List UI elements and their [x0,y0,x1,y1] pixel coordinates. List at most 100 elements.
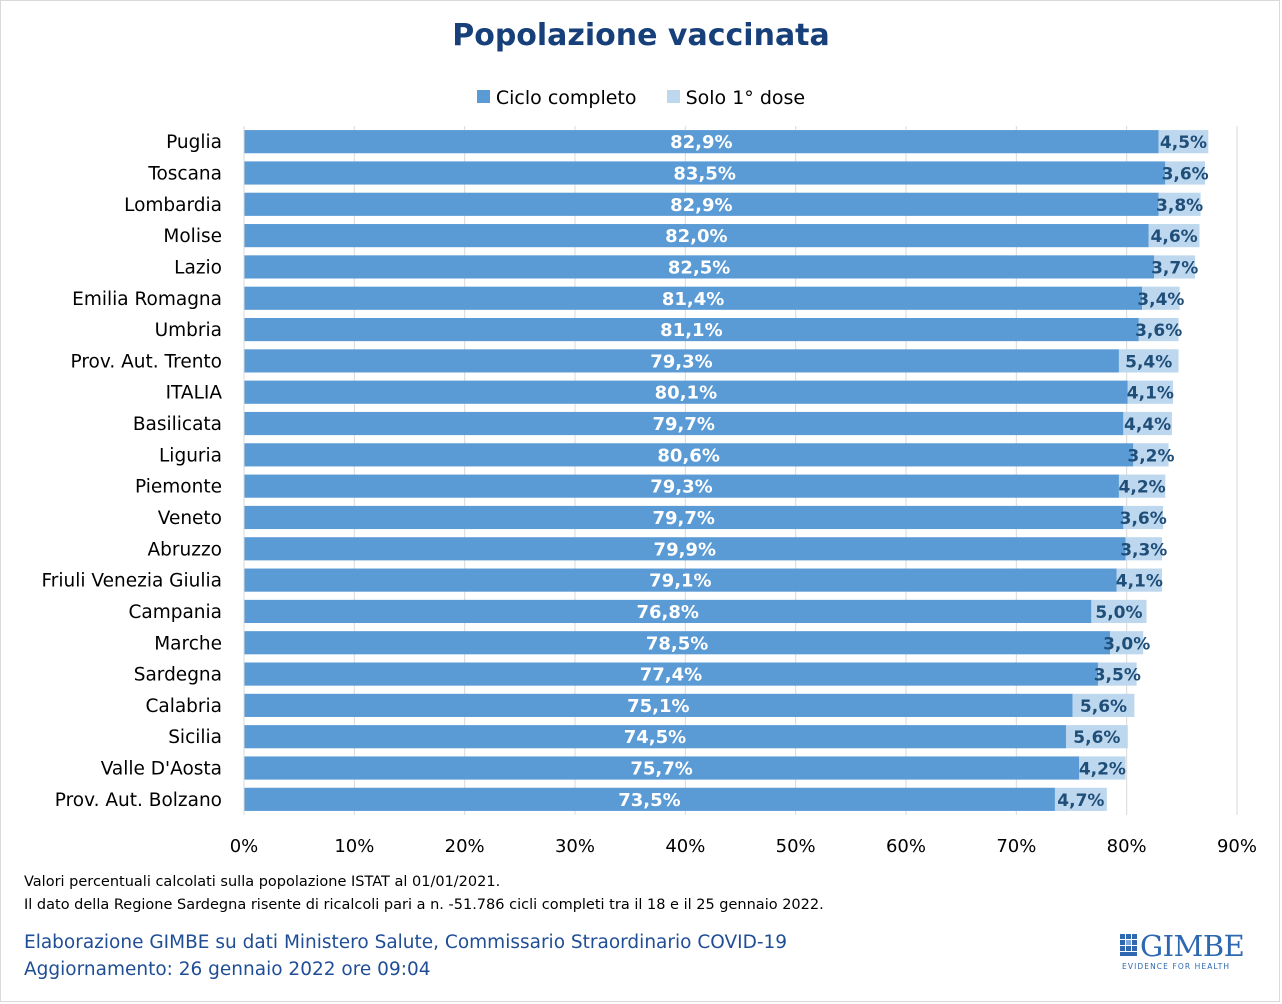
bar-ciclo-completo [244,286,1143,310]
bar-ciclo-completo [244,349,1119,373]
x-tick-label: 90% [1217,836,1257,857]
x-tick-label: 10% [334,836,374,857]
bar-ciclo-completo [244,662,1098,686]
data-label-solo-prima-dose: 4,2% [1119,478,1166,498]
bar-solo-prima-dose [1065,725,1128,749]
data-label-ciclo-completo: 79,9% [654,539,716,560]
legend-item-solo-prima-dose: Solo 1° dose [666,86,806,109]
data-label-solo-prima-dose: 3,6% [1135,321,1182,341]
data-label-solo-prima-dose: 4,2% [1079,760,1126,780]
bar-solo-prima-dose [1154,255,1196,279]
bar-ciclo-completo [244,756,1080,780]
bar-solo-prima-dose [1148,224,1200,248]
category-label: Valle D'Aosta [101,759,222,780]
category-label: Friuli Venezia Giulia [41,571,222,592]
bar-solo-prima-dose [1125,537,1162,561]
x-tick-label: 70% [996,836,1036,857]
data-label-solo-prima-dose: 5,0% [1095,603,1142,623]
data-label-ciclo-completo: 83,5% [673,163,735,184]
bar-solo-prima-dose [1158,192,1201,216]
bar-ciclo-completo [244,505,1124,530]
data-label-ciclo-completo: 77,4% [640,665,702,686]
bar-solo-prima-dose [1138,317,1179,342]
category-label: Campania [128,602,222,623]
category-label: Molise [163,226,222,247]
bar-ciclo-completo [244,725,1066,749]
x-tick-label: 80% [1107,836,1147,857]
category-label: ITALIA [166,383,223,404]
category-label: Veneto [158,508,222,529]
bar-solo-prima-dose [1079,756,1126,780]
bar-ciclo-completo [244,474,1119,498]
data-label-solo-prima-dose: 4,1% [1116,572,1163,592]
data-label-solo-prima-dose: 3,8% [1156,196,1203,216]
data-label-ciclo-completo: 78,5% [646,633,708,654]
bar-ciclo-completo [244,255,1155,279]
category-label: Toscana [147,163,222,184]
bar-ciclo-completo [244,787,1055,811]
bar-ciclo-completo [244,568,1117,592]
legend-swatch-solo-prima-dose [666,89,680,103]
bar-ciclo-completo [244,224,1149,248]
bar-ciclo-completo [244,130,1159,154]
bar-ciclo-completo [244,693,1073,717]
data-label-solo-prima-dose: 5,6% [1080,697,1127,717]
category-label: Sicilia [168,727,222,748]
bar-solo-prima-dose [1123,411,1172,436]
data-label-ciclo-completo: 80,6% [657,445,719,466]
bar-solo-prima-dose [1165,161,1206,185]
data-label-solo-prima-dose: 4,5% [1160,133,1207,153]
bar-solo-prima-dose [1118,349,1179,373]
legend-label-solo-prima-dose: Solo 1° dose [685,86,806,109]
bar-ciclo-completo [244,411,1124,436]
data-label-ciclo-completo: 82,9% [670,132,732,153]
category-label: Basilicata [133,414,222,435]
bar-ciclo-completo [244,443,1134,467]
data-label-ciclo-completo: 82,9% [670,195,732,216]
data-label-ciclo-completo: 81,4% [662,289,724,310]
legend: Ciclo completo Solo 1° dose [0,86,1282,109]
data-label-ciclo-completo: 80,1% [655,383,717,404]
data-label-solo-prima-dose: 4,7% [1057,791,1104,811]
data-label-ciclo-completo: 79,3% [650,351,712,372]
category-label: Puglia [166,132,222,153]
bar-solo-prima-dose [1118,474,1166,498]
credit-line-2: Aggiornamento: 26 gennaio 2022 ore 09:04 [24,959,431,980]
data-label-solo-prima-dose: 5,6% [1073,728,1120,748]
bar-ciclo-completo [244,599,1092,624]
category-label: Piemonte [135,477,222,498]
data-label-solo-prima-dose: 4,6% [1151,227,1198,247]
bar-ciclo-completo [244,537,1126,561]
data-label-solo-prima-dose: 3,2% [1127,446,1174,466]
bar-solo-prima-dose [1142,286,1180,310]
category-label: Lazio [174,257,222,278]
note-line-2: Il dato della Regione Sardegna risente d… [24,897,824,913]
x-tick-label: 60% [886,836,926,857]
category-label: Sardegna [134,665,222,686]
data-label-ciclo-completo: 79,3% [650,477,712,498]
x-tick-label: 30% [555,836,595,857]
data-label-solo-prima-dose: 3,4% [1137,290,1184,310]
category-label: Marche [154,633,222,654]
bar-ciclo-completo [244,380,1128,404]
data-label-ciclo-completo: 79,1% [649,571,711,592]
data-label-solo-prima-dose: 4,4% [1124,415,1171,435]
gimbe-logo-tagline: EVIDENCE FOR HEALTH [1122,962,1231,971]
data-label-solo-prima-dose: 3,7% [1151,258,1198,278]
data-label-ciclo-completo: 82,0% [665,226,727,247]
category-label: Lombardia [124,195,222,216]
gimbe-grid-icon [1120,934,1137,956]
data-label-solo-prima-dose: 3,0% [1103,634,1150,654]
category-label: Calabria [145,696,222,717]
gimbe-logo: GIMBE EVIDENCE FOR HEALTH [1120,930,1245,974]
bar-solo-prima-dose [1072,693,1135,717]
category-label: Liguria [159,445,222,466]
data-label-ciclo-completo: 76,8% [636,602,698,623]
data-label-ciclo-completo: 73,5% [618,790,680,811]
data-label-ciclo-completo: 82,5% [668,257,730,278]
bar-solo-prima-dose [1116,568,1162,592]
legend-item-ciclo-completo: Ciclo completo [476,87,637,109]
chart-title: Popolazione vaccinata [452,18,830,53]
gimbe-logo-word: GIMBE [1140,929,1245,963]
